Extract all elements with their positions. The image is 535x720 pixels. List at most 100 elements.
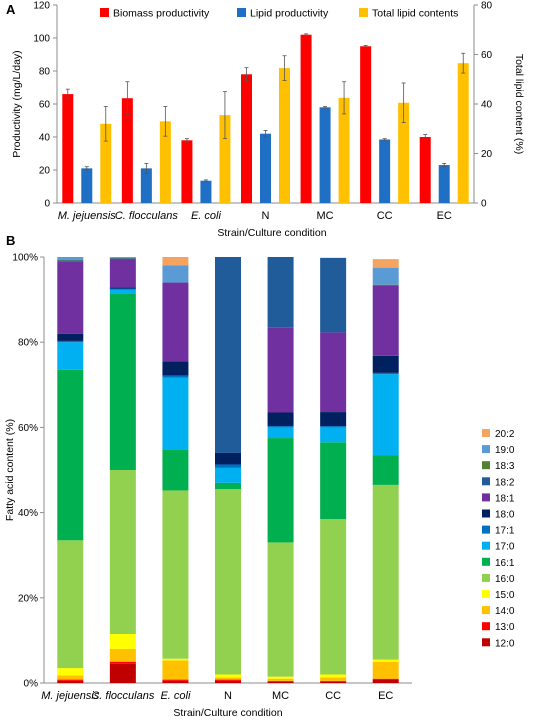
panel-b-segment-12-0-e-coli xyxy=(162,680,189,683)
panel-a-left-tick-label: 80 xyxy=(39,67,51,78)
panel-b-segment-20-2-ec xyxy=(372,259,399,268)
panel-a-category-label: C. flocculans xyxy=(115,210,178,222)
panel-b-category-label: MC xyxy=(272,690,289,702)
panel-b-segment-17-1-n xyxy=(215,464,241,468)
panel-b-segment-15-0-c-flocculans xyxy=(109,634,136,649)
panel-b-segment-19-0-ec xyxy=(372,267,399,285)
panel-a-biomass-lipid-chart: A Biomass productivity Lipid productivity… xyxy=(6,1,525,240)
panel-a-bar-lipid-productivity-m-jejuensis xyxy=(81,168,93,203)
panel-a-bar-lipid-productivity-e-coli xyxy=(200,180,212,203)
panel-b-tick-label: 0% xyxy=(24,679,39,690)
panel-label-a: A xyxy=(6,2,16,17)
panel-b-legend-swatch-19-0 xyxy=(482,445,490,454)
panel-b-segment-15-0-n xyxy=(215,674,241,678)
panel-a-bar-total-lipid-contents-m-jejuensis xyxy=(100,123,112,203)
panel-b-segment-17-1-mc xyxy=(267,426,294,428)
panel-b-segment-16-0-cc xyxy=(320,518,347,675)
panel-b-segment-14-0-c-flocculans xyxy=(109,648,136,662)
panel-b-segment-13-0-m-jejuensis xyxy=(57,679,84,681)
panel-b-segment-16-0-m-jejuensis xyxy=(57,540,84,669)
panel-b-category-label: EC xyxy=(378,690,393,702)
panel-b-legend-label-12-0: 12:0 xyxy=(495,638,515,649)
panel-b-segment-14-0-mc xyxy=(267,678,294,681)
panel-a-bar-total-lipid-contents-c-flocculans xyxy=(159,121,171,203)
panel-a-right-tick-label: 40 xyxy=(481,100,493,111)
panel-b-segment-17-0-n xyxy=(215,467,241,483)
panel-b-legend-label-17-0: 17:0 xyxy=(495,542,515,553)
panel-a-bar-biomass-productivity-m-jejuensis xyxy=(62,94,74,203)
panel-b-segment-18-0-m-jejuensis xyxy=(57,333,84,341)
panel-a-bar-lipid-productivity-c-flocculans xyxy=(140,168,152,203)
panel-a-legend-label-lipid-productivity: Lipid productivity xyxy=(250,8,329,20)
panel-b-legend-label-16-0: 16:0 xyxy=(495,574,515,585)
panel-b-segment-18-1-cc xyxy=(320,332,347,413)
panel-b-segment-17-0-ec xyxy=(372,374,399,456)
panel-a-bar-total-lipid-contents-e-coli xyxy=(219,115,231,203)
panel-b-tick-label: 100% xyxy=(12,253,38,264)
panel-b-legend-label-15-0: 15:0 xyxy=(495,590,515,601)
panel-b-segment-18-1-ec xyxy=(372,285,399,356)
panel-b-segment-18-1-m-jejuensis xyxy=(57,261,84,334)
panel-b-category-label: N xyxy=(224,690,232,702)
panel-b-legend-label-14-0: 14:0 xyxy=(495,606,515,617)
panel-b-segment-16-0-n xyxy=(215,489,241,675)
panel-b-legend-swatch-20-2 xyxy=(482,429,490,437)
panel-b-segment-16-1-e-coli xyxy=(162,449,189,491)
panel-b-segment-13-0-ec xyxy=(372,678,399,680)
panel-b-segment-16-1-c-flocculans xyxy=(109,293,136,470)
panel-a-left-tick-label: 40 xyxy=(39,133,51,144)
panel-a-category-label: N xyxy=(262,210,270,222)
panel-a-legend: Biomass productivity Lipid productivity To… xyxy=(100,8,458,20)
panel-b-segment-12-0-c-flocculans xyxy=(109,663,136,683)
panel-a-left-tick-label: 0 xyxy=(44,199,50,210)
panel-b-segment-15-0-e-coli xyxy=(162,658,189,661)
panel-b-segment-18-0-e-coli xyxy=(162,361,189,376)
panel-b-segment-16-1-cc xyxy=(320,442,347,519)
panel-b-segment-14-0-e-coli xyxy=(162,660,189,680)
panel-b-y-axis-title: Fatty acid content (%) xyxy=(4,419,16,521)
panel-b-segment-12-0-n xyxy=(215,680,241,683)
panel-a-bar-lipid-productivity-n xyxy=(260,133,271,203)
panel-b-segment-18-1-c-flocculans xyxy=(109,259,136,288)
panel-b-category-label: E. coli xyxy=(160,690,191,702)
panel-a-bar-total-lipid-contents-cc xyxy=(398,102,410,203)
panel-b-legend-label-20-2: 20:2 xyxy=(495,429,515,440)
panel-b-segment-17-1-cc xyxy=(320,426,347,428)
panel-b-segment-18-0-ec xyxy=(372,355,399,373)
panel-b-segment-13-0-mc xyxy=(267,680,294,682)
panel-b-category-label: CC xyxy=(325,690,341,702)
panel-b-legend-label-19-0: 19:0 xyxy=(495,445,515,456)
panel-b-category-label: M. jejuensis xyxy=(41,690,100,702)
panel-b-segment-13-0-e-coli xyxy=(162,679,189,681)
panel-b-segment-17-0-e-coli xyxy=(162,377,189,450)
panel-b-legend-swatch-18-0 xyxy=(482,509,490,518)
panel-b-segment-13-0-n xyxy=(215,679,241,681)
panel-b-legend-swatch-17-1 xyxy=(482,525,490,534)
panel-b-segment-17-1-ec xyxy=(372,372,399,375)
panel-b-segment-16-0-ec xyxy=(372,484,399,660)
panel-b-legend-swatch-12-0 xyxy=(482,638,490,647)
panel-a-left-tick-label: 20 xyxy=(39,166,51,177)
panel-a-right-tick-label: 0 xyxy=(481,199,487,210)
panel-b-segment-18-0-mc xyxy=(267,412,294,427)
panel-b-segment-17-0-c-flocculans xyxy=(109,289,136,294)
panel-b-segment-14-0-n xyxy=(215,677,241,680)
panel-a-legend-swatch-biomass-productivity xyxy=(100,8,109,17)
panel-b-legend-swatch-18-3 xyxy=(482,461,490,470)
panel-b-segment-18-2-mc xyxy=(267,257,294,328)
panel-b-segment-17-0-mc xyxy=(267,427,294,439)
panel-b-legend-swatch-16-0 xyxy=(482,573,490,582)
panel-b-segment-16-1-n xyxy=(215,482,241,490)
panel-b-segment-19-0-e-coli xyxy=(162,265,189,283)
panel-b-segment-15-0-ec xyxy=(372,659,399,662)
panel-a-bar-biomass-productivity-e-coli xyxy=(181,140,193,203)
panel-b-segment-18-1-mc xyxy=(267,327,294,413)
panel-a-legend-swatch-total-lipid-contents xyxy=(359,8,368,17)
panel-b-segment-18-2-c-flocculans xyxy=(109,258,136,260)
panel-b-segment-16-1-mc xyxy=(267,438,294,543)
panel-a-right-tick-label: 20 xyxy=(481,149,493,160)
panel-b-stacked-bars xyxy=(57,257,399,683)
